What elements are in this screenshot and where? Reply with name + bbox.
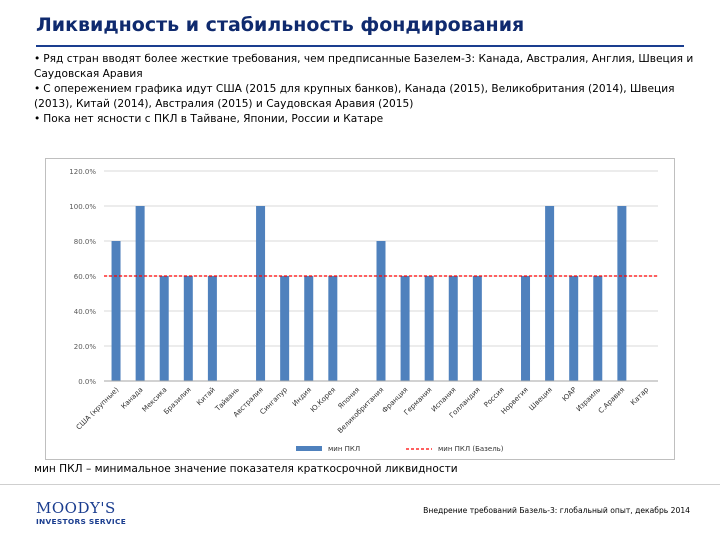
x-tick-label: ЮАР bbox=[561, 386, 578, 403]
x-tick-label: Великобритания bbox=[336, 386, 385, 435]
legend-swatch-bar bbox=[296, 446, 322, 451]
x-tick-label: Катар bbox=[629, 385, 651, 407]
bullet-text-3: Пока нет ясности с ПКЛ в Тайване, Японии… bbox=[43, 113, 384, 125]
bar bbox=[159, 276, 169, 381]
bullet-item-3: • Пока нет ясности с ПКЛ в Тайване, Япони… bbox=[34, 112, 694, 127]
bar bbox=[111, 241, 121, 381]
y-tick-label: 0.0% bbox=[78, 378, 96, 386]
x-tick-label: США (крупные) bbox=[75, 386, 121, 432]
y-tick-label: 60.0% bbox=[74, 273, 97, 281]
bar bbox=[521, 276, 531, 381]
bar bbox=[328, 276, 338, 381]
bar bbox=[256, 206, 266, 381]
bar bbox=[617, 206, 627, 381]
y-tick-label: 20.0% bbox=[74, 343, 97, 351]
y-tick-label: 100.0% bbox=[69, 203, 96, 211]
bullet-text-2: С опережением графика идут США (2015 для… bbox=[34, 83, 675, 110]
bar bbox=[183, 276, 193, 381]
bar bbox=[135, 206, 145, 381]
bar bbox=[400, 276, 410, 381]
slide-title: Ликвидность и стабильность фондирования bbox=[36, 14, 525, 36]
logo-brand: MOODY'S bbox=[36, 499, 116, 517]
bullet-marker: • bbox=[34, 113, 41, 125]
chart-panel: 0.0% 20.0% 40.0% 60.0% 80.0% 100.0% 120.0% США … bbox=[45, 158, 675, 460]
bullet-item-1: • Ряд стран вводят более жесткие требован… bbox=[34, 52, 694, 82]
x-tick-label: Ю.Корея bbox=[309, 386, 337, 414]
title-divider bbox=[36, 45, 684, 47]
x-tick-label: Россия bbox=[483, 386, 506, 409]
bar bbox=[424, 276, 434, 381]
bar bbox=[304, 276, 314, 381]
bar bbox=[472, 276, 482, 381]
x-tick-label: Индия bbox=[291, 386, 313, 408]
footer-divider bbox=[0, 484, 720, 485]
legend-label-line: мин ПКЛ (Базель) bbox=[438, 445, 504, 453]
bar bbox=[448, 276, 458, 381]
y-tick-label: 40.0% bbox=[74, 308, 97, 316]
bullet-text-1: Ряд стран вводят более жесткие требовани… bbox=[34, 53, 694, 80]
bar-chart: 0.0% 20.0% 40.0% 60.0% 80.0% 100.0% 120.0% США … bbox=[69, 168, 658, 453]
bar bbox=[569, 276, 579, 381]
bar bbox=[545, 206, 555, 381]
bullet-list: • Ряд стран вводят более жесткие требован… bbox=[34, 52, 694, 127]
footer-caption: Внедрение требований Базель-3: глобальны… bbox=[423, 506, 690, 515]
x-tick-label: Китай bbox=[195, 386, 217, 408]
logo-subtitle: INVESTORS SERVICE bbox=[36, 517, 127, 526]
moodys-logo: MOODY'S INVESTORS SERVICE bbox=[36, 500, 136, 530]
bullet-marker: • bbox=[34, 53, 41, 65]
y-tick-label: 120.0% bbox=[69, 168, 96, 176]
y-tick-label: 80.0% bbox=[74, 238, 97, 246]
legend-label-bar: мин ПКЛ bbox=[328, 445, 360, 453]
bar bbox=[593, 276, 603, 381]
bar bbox=[376, 241, 386, 381]
bar bbox=[280, 276, 290, 381]
bullet-item-2: • С опережением графика идут США (2015 дл… bbox=[34, 82, 694, 112]
x-tick-label: С.Аравия bbox=[597, 386, 626, 415]
chart-footnote: мин ПКЛ – минимальное значение показател… bbox=[34, 463, 458, 475]
bullet-marker: • bbox=[34, 83, 41, 95]
bar bbox=[207, 276, 217, 381]
x-tick-label: Швеция bbox=[528, 386, 554, 412]
